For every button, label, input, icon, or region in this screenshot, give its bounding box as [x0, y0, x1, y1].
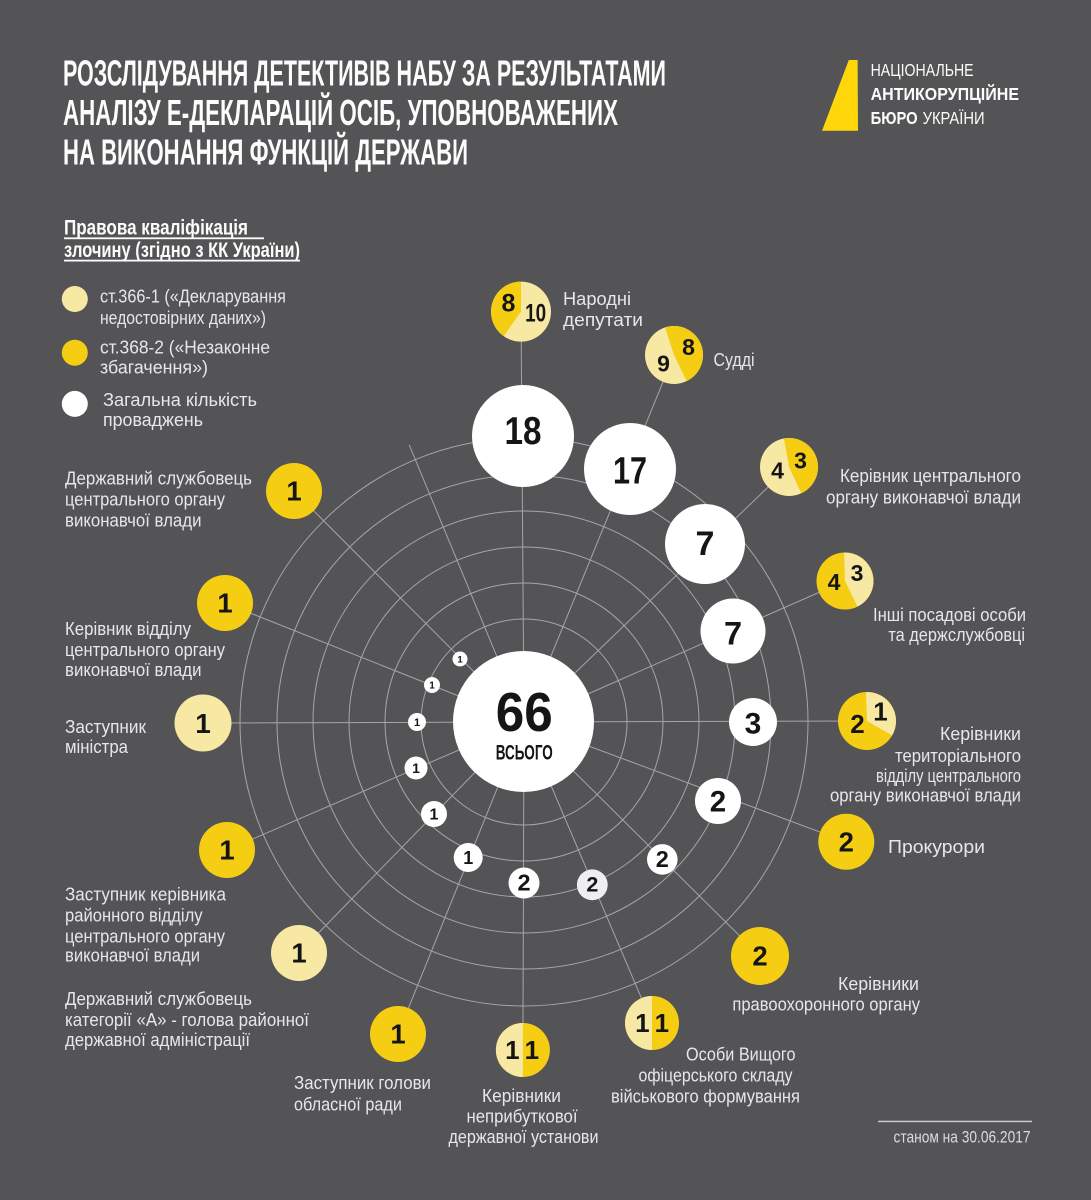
svg-text:Керівники: Керівники — [940, 724, 1021, 744]
svg-text:1: 1 — [505, 1035, 519, 1065]
svg-text:1: 1 — [291, 938, 306, 969]
svg-text:8: 8 — [682, 334, 695, 360]
svg-text:органу виконавчої влади: органу виконавчої влади — [826, 488, 1021, 508]
svg-text:1: 1 — [414, 717, 420, 729]
svg-text:АНТИКОРУПЦІЙНЕ: АНТИКОРУПЦІЙНЕ — [871, 83, 1019, 104]
svg-text:2: 2 — [710, 786, 726, 819]
svg-text:центрального органу: центрального органу — [65, 490, 225, 510]
svg-text:ст.366-1 («Декларування: ст.366-1 («Декларування — [100, 286, 286, 307]
svg-text:8: 8 — [502, 290, 516, 318]
svg-text:10: 10 — [525, 299, 546, 327]
svg-text:2: 2 — [752, 941, 767, 972]
svg-text:3: 3 — [851, 560, 864, 586]
svg-text:військового формування: військового формування — [611, 1087, 800, 1107]
svg-text:та держслужбовці: та держслужбовці — [888, 625, 1025, 645]
svg-text:державної адміністрації: державної адміністрації — [65, 1030, 250, 1050]
svg-text:Судді: Судді — [714, 350, 755, 370]
svg-text:Керівники: Керівники — [838, 974, 919, 994]
svg-text:1: 1 — [655, 1008, 669, 1038]
svg-text:1: 1 — [463, 848, 473, 868]
svg-text:Народні: Народні — [563, 289, 631, 309]
svg-text:4: 4 — [828, 569, 841, 595]
svg-text:2: 2 — [839, 826, 854, 857]
svg-text:районного відділу: районного відділу — [65, 906, 203, 926]
svg-text:1: 1 — [390, 1019, 405, 1050]
svg-text:збагачення»): збагачення») — [100, 357, 208, 378]
svg-text:1: 1 — [219, 835, 234, 866]
svg-text:1: 1 — [217, 588, 232, 619]
svg-text:9: 9 — [657, 351, 670, 377]
svg-text:1: 1 — [873, 697, 887, 727]
svg-text:Інші посадові особи: Інші посадові особи — [873, 605, 1026, 625]
svg-text:правоохоронного органу: правоохоронного органу — [732, 995, 920, 1015]
svg-text:неприбуткової: неприбуткової — [467, 1107, 578, 1127]
svg-text:66: 66 — [496, 681, 553, 743]
svg-text:станом на 30.06.2017: станом на 30.06.2017 — [894, 1128, 1031, 1147]
svg-text:ст.368-2 («Незаконне: ст.368-2 («Незаконне — [100, 337, 270, 358]
svg-text:обласної ради: обласної ради — [294, 1095, 402, 1115]
svg-text:Заступник керівника: Заступник керівника — [65, 885, 227, 905]
svg-text:депутати: депутати — [563, 310, 643, 330]
svg-text:міністра: міністра — [65, 737, 129, 757]
svg-text:1: 1 — [412, 760, 420, 776]
svg-text:Заступник голови: Заступник голови — [294, 1073, 431, 1093]
svg-text:1: 1 — [430, 807, 439, 824]
svg-text:РОЗСЛІДУВАННЯ ДЕТЕКТИВІВ НАБУ: РОЗСЛІДУВАННЯ ДЕТЕКТИВІВ НАБУ ЗА РЕЗУЛЬТ… — [63, 53, 666, 94]
svg-text:недостовірних даних»): недостовірних даних») — [100, 307, 266, 328]
svg-text:Правова кваліфікація: Правова кваліфікація — [64, 216, 248, 240]
svg-text:1: 1 — [457, 654, 463, 665]
svg-text:17: 17 — [613, 451, 647, 493]
svg-text:2: 2 — [850, 709, 864, 739]
svg-text:НА ВИКОНАННЯ ФУНКЦІЙ ДЕРЖАВИ: НА ВИКОНАННЯ ФУНКЦІЙ ДЕРЖАВИ — [63, 131, 468, 173]
svg-text:центрального органу: центрального органу — [65, 927, 225, 947]
svg-text:виконавчої влади: виконавчої влади — [65, 660, 202, 680]
svg-text:Державний службовець: Державний службовець — [65, 989, 252, 1009]
svg-text:НАЦІОНАЛЬНЕ: НАЦІОНАЛЬНЕ — [871, 60, 974, 80]
svg-text:центрального органу: центрального органу — [65, 640, 225, 660]
svg-text:2: 2 — [517, 870, 530, 896]
svg-text:1: 1 — [525, 1035, 539, 1065]
svg-text:Заступник: Заступник — [65, 717, 146, 737]
svg-text:відділу центрального: відділу центрального — [876, 766, 1021, 786]
svg-text:ВСЬОГО: ВСЬОГО — [496, 742, 553, 765]
svg-text:злочину (згідно з КК України): злочину (згідно з КК України) — [64, 238, 300, 262]
svg-text:офіцерського складу: офіцерського складу — [639, 1066, 793, 1086]
svg-text:органу виконавчої влади: органу виконавчої влади — [830, 786, 1021, 806]
svg-text:Прокурори: Прокурори — [888, 837, 985, 857]
svg-text:державної установи: державної установи — [449, 1127, 599, 1147]
svg-text:1: 1 — [635, 1008, 649, 1038]
svg-text:1: 1 — [286, 476, 301, 507]
svg-text:2: 2 — [656, 846, 669, 872]
svg-text:1: 1 — [195, 708, 211, 739]
svg-text:виконавчої влади: виконавчої влади — [65, 511, 202, 531]
svg-text:УКРАЇНИ: УКРАЇНИ — [923, 108, 985, 128]
svg-text:3: 3 — [745, 708, 762, 741]
svg-text:Загальна кількість: Загальна кількість — [103, 389, 257, 410]
svg-text:Керівник відділу: Керівник відділу — [65, 619, 191, 639]
svg-text:Державний службовець: Державний службовець — [65, 469, 252, 489]
svg-text:2: 2 — [586, 873, 598, 897]
svg-text:Керівник центрального: Керівник центрального — [840, 466, 1021, 486]
svg-text:БЮРО: БЮРО — [871, 108, 918, 128]
svg-text:4: 4 — [771, 458, 784, 484]
svg-text:1: 1 — [429, 681, 435, 692]
svg-text:Керівники: Керівники — [482, 1086, 561, 1106]
svg-text:проваджень: проваджень — [103, 409, 203, 430]
svg-text:категорії «А» - голова районно: категорії «А» - голова районної — [65, 1010, 309, 1030]
svg-text:виконавчої влади: виконавчої влади — [65, 946, 200, 966]
svg-text:територіального: територіального — [895, 746, 1021, 766]
svg-text:18: 18 — [505, 410, 542, 453]
svg-text:7: 7 — [724, 616, 742, 652]
svg-text:АНАЛІЗУ Е-ДЕКЛАРАЦІЙ ОСІБ, УПО: АНАЛІЗУ Е-ДЕКЛАРАЦІЙ ОСІБ, УПОВНОВАЖЕНИХ — [63, 91, 618, 133]
svg-text:Особи Вищого: Особи Вищого — [686, 1045, 796, 1065]
svg-text:7: 7 — [696, 525, 715, 563]
svg-text:3: 3 — [794, 448, 807, 474]
